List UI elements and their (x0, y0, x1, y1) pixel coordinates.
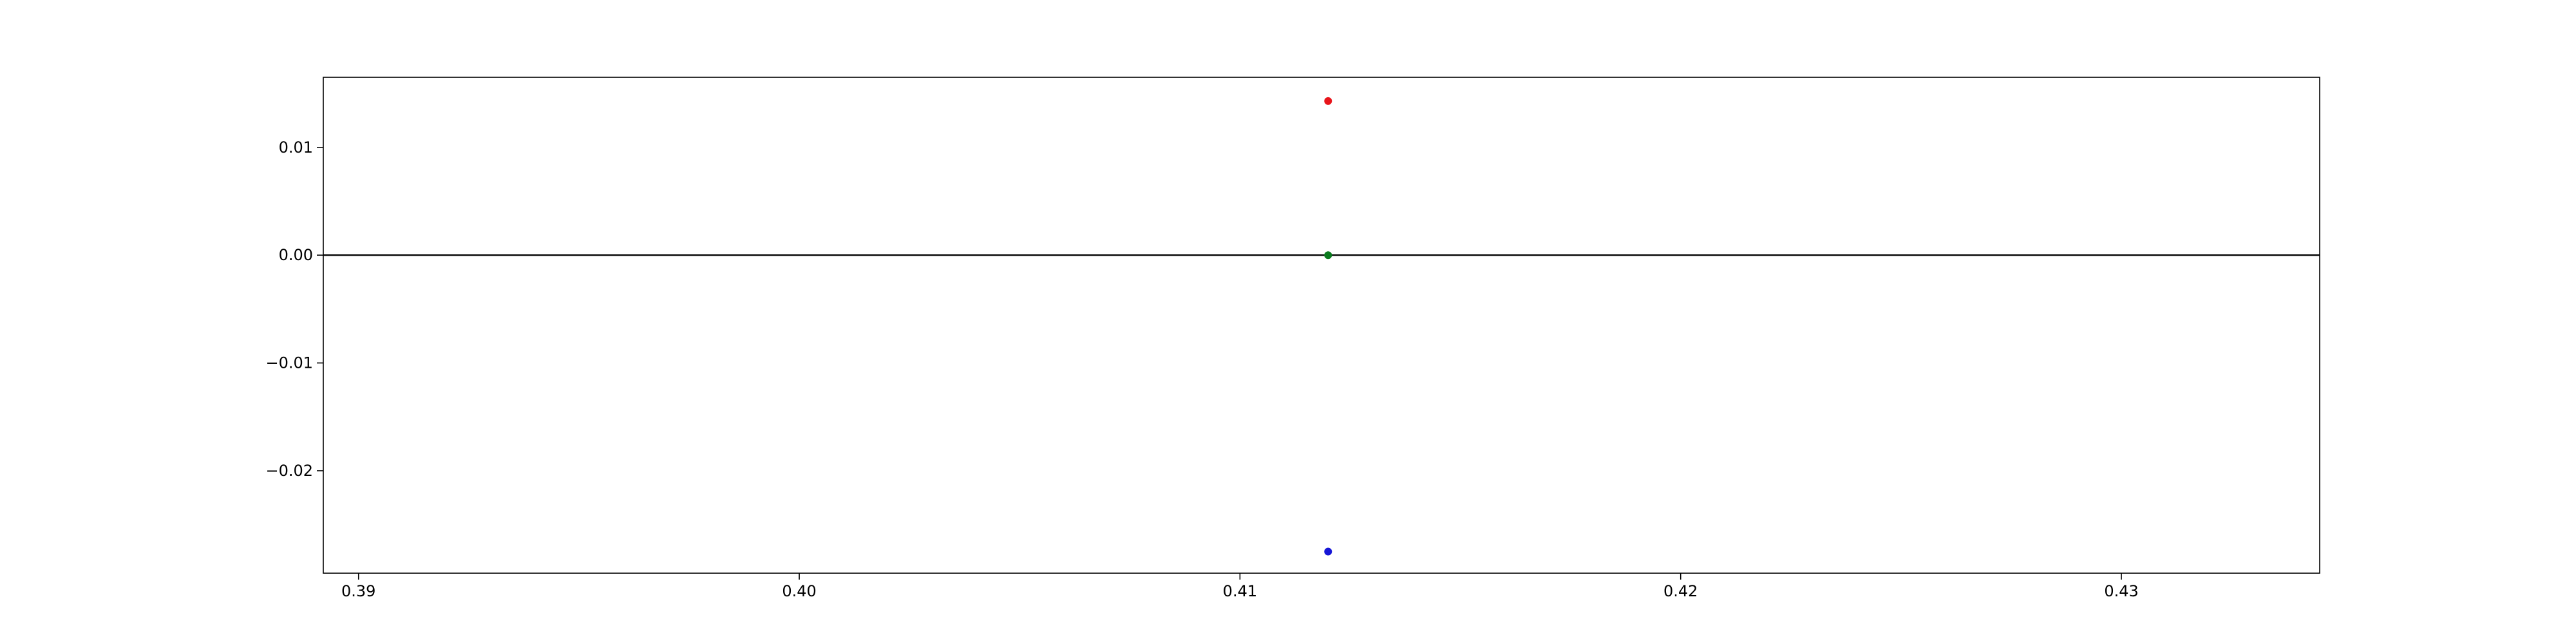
x-tick-label: 0.40 (782, 582, 816, 600)
x-tick-label: 0.42 (1663, 582, 1698, 600)
x-axis-ticks: 0.39 0.40 0.41 0.42 0.43 (341, 573, 2139, 600)
axes-frame (323, 77, 2320, 574)
data-point-3 (1324, 547, 1332, 556)
x-tick-label: 0.41 (1223, 582, 1257, 600)
data-point-2 (1324, 251, 1332, 260)
y-tick-label: 0.00 (279, 246, 313, 264)
y-tick-label: 0.01 (279, 138, 313, 156)
x-tick-label: 0.39 (341, 582, 375, 600)
y-axis-ticks: 0.01 0.00 −0.01 −0.02 (265, 138, 323, 480)
y-tick-label: −0.02 (265, 462, 313, 480)
data-point-1 (1324, 97, 1332, 105)
plot-area (323, 97, 2320, 556)
y-tick-label: −0.01 (265, 354, 313, 372)
x-tick-label: 0.43 (2104, 582, 2138, 600)
